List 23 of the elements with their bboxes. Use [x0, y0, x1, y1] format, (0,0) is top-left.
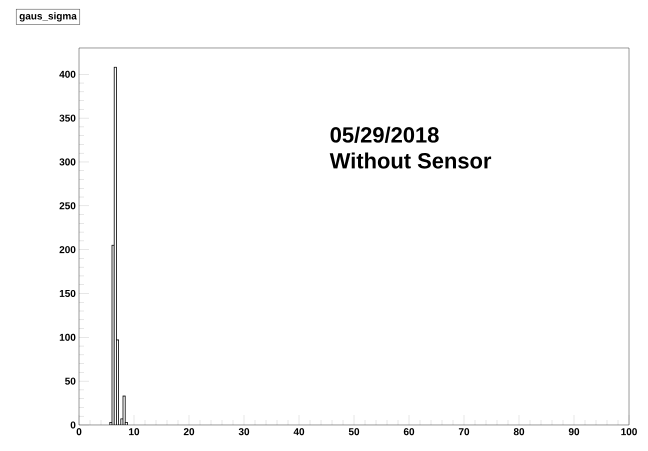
- x-tick-label: 80: [514, 428, 524, 436]
- x-tick-label: 50: [348, 428, 360, 436]
- x-tick-label: 40: [294, 428, 304, 436]
- annotation: Without Sensor: [330, 152, 492, 169]
- x-tick-label: 100: [621, 428, 637, 436]
- x-tick-label: 0: [76, 428, 82, 436]
- y-tick-label: 400: [59, 70, 76, 78]
- x-tick-label: 60: [404, 428, 414, 436]
- y-tick-label: 150: [60, 290, 76, 297]
- x-tick-label: 20: [184, 428, 194, 436]
- y-tick-label: 50: [65, 378, 76, 385]
- annotation: 05/29/2018: [330, 126, 439, 143]
- y-tick-label: 350: [59, 114, 76, 122]
- x-tick-label: 90: [568, 428, 580, 436]
- y-tick-label: 100: [60, 334, 76, 341]
- x-tick-label: 30: [238, 428, 250, 436]
- x-tick-label: 70: [458, 428, 470, 436]
- y-tick-label: 200: [60, 246, 76, 254]
- y-tick-label: 300: [59, 158, 76, 166]
- y-tick-label: 250: [60, 202, 76, 210]
- x-tick-label: 10: [129, 428, 140, 436]
- y-tick-label: 0: [70, 421, 76, 429]
- chart-title: gaus_sigma: [20, 12, 77, 22]
